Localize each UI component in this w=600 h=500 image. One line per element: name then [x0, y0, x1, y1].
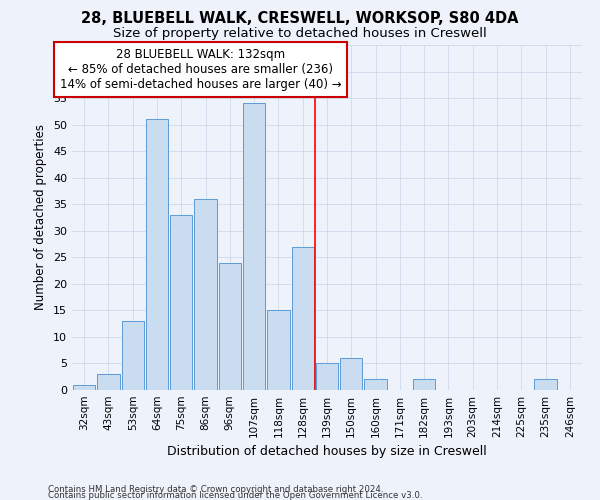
Bar [122, 321, 144, 390]
X-axis label: Distribution of detached houses by size in Creswell: Distribution of detached houses by size … [167, 446, 487, 458]
Bar [97, 374, 119, 390]
Bar [292, 246, 314, 390]
Text: Contains public sector information licensed under the Open Government Licence v3: Contains public sector information licen… [48, 490, 422, 500]
Bar [535, 380, 557, 390]
Bar [170, 215, 193, 390]
Text: 28, BLUEBELL WALK, CRESWELL, WORKSOP, S80 4DA: 28, BLUEBELL WALK, CRESWELL, WORKSOP, S8… [81, 11, 519, 26]
Bar [194, 199, 217, 390]
Bar [340, 358, 362, 390]
Y-axis label: Number of detached properties: Number of detached properties [34, 124, 47, 310]
Text: Contains HM Land Registry data © Crown copyright and database right 2024.: Contains HM Land Registry data © Crown c… [48, 484, 383, 494]
Bar [267, 310, 290, 390]
Bar [146, 120, 168, 390]
Bar [413, 380, 436, 390]
Bar [243, 104, 265, 390]
Bar [218, 262, 241, 390]
Text: Size of property relative to detached houses in Creswell: Size of property relative to detached ho… [113, 28, 487, 40]
Bar [364, 380, 387, 390]
Bar [73, 384, 95, 390]
Text: 28 BLUEBELL WALK: 132sqm
← 85% of detached houses are smaller (236)
14% of semi-: 28 BLUEBELL WALK: 132sqm ← 85% of detach… [60, 48, 341, 90]
Bar [316, 364, 338, 390]
